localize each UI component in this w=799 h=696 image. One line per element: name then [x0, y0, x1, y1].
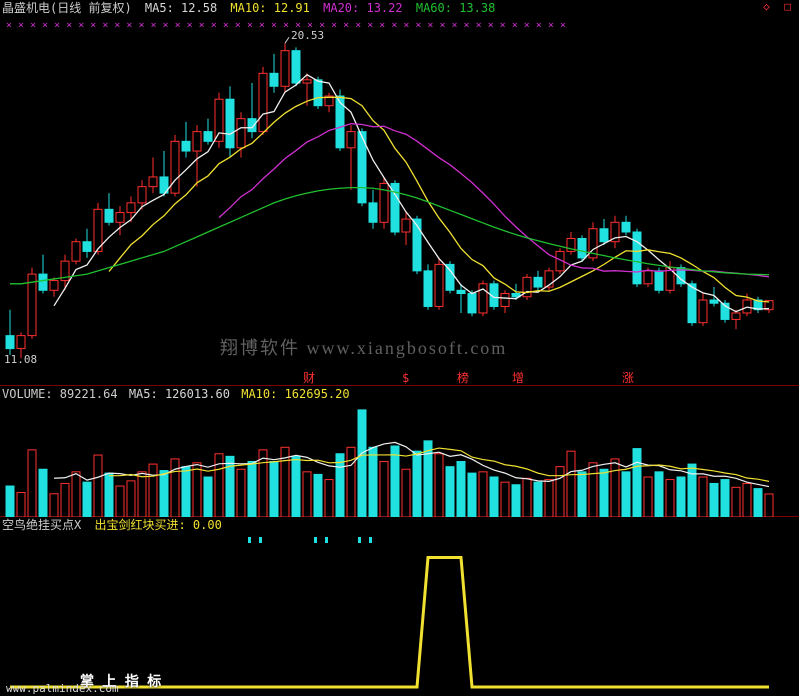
svg-text:$: $: [402, 371, 409, 385]
stock-title: 晶盛机电(日线 前复权): [2, 1, 132, 15]
vol-ma5: MA5: 126013.60: [129, 387, 230, 401]
ind-param: 出宝剑红块买进: 0.00: [94, 518, 221, 532]
svg-text:× × × × × × × × × ×: × × × × × × × × × × × × × × × × × × × × …: [6, 20, 566, 31]
vol-ma10: MA10: 162695.20: [241, 387, 349, 401]
ma60-label: MA60: 13.38: [416, 1, 495, 15]
panel-tool-icons[interactable]: ◇ □: [763, 0, 795, 13]
svg-text:11.08: 11.08: [4, 353, 37, 366]
indicator-header: 空鸟绝挂买点X 出宝剑红块买进: 0.00: [0, 517, 799, 533]
vol-label: VOLUME: 89221.64: [2, 387, 118, 401]
ma5-label: MA5: 12.58: [145, 1, 217, 15]
footer-url: www.palmindex.com: [6, 682, 119, 695]
svg-text:20.53: 20.53: [291, 29, 324, 42]
ind-name: 空鸟绝挂买点X: [2, 518, 81, 532]
svg-text:财: 财: [303, 371, 315, 385]
svg-text:榜: 榜: [457, 370, 469, 385]
svg-text:增: 增: [512, 371, 524, 385]
indicator-pane[interactable]: 掌 上 指 标 www.palmindex.com: [0, 533, 799, 693]
svg-text:涨: 涨: [622, 370, 634, 385]
price-header: 晶盛机电(日线 前复权) MA5: 12.58 MA10: 12.91 MA20…: [0, 0, 799, 16]
ma20-label: MA20: 13.22: [323, 1, 402, 15]
ma10-label: MA10: 12.91: [230, 1, 309, 15]
candlestick-pane[interactable]: × × × × × × × × × × × × × × × × × × × × …: [0, 16, 799, 386]
volume-pane[interactable]: [0, 402, 799, 517]
volume-header: VOLUME: 89221.64 MA5: 126013.60 MA10: 16…: [0, 386, 799, 402]
